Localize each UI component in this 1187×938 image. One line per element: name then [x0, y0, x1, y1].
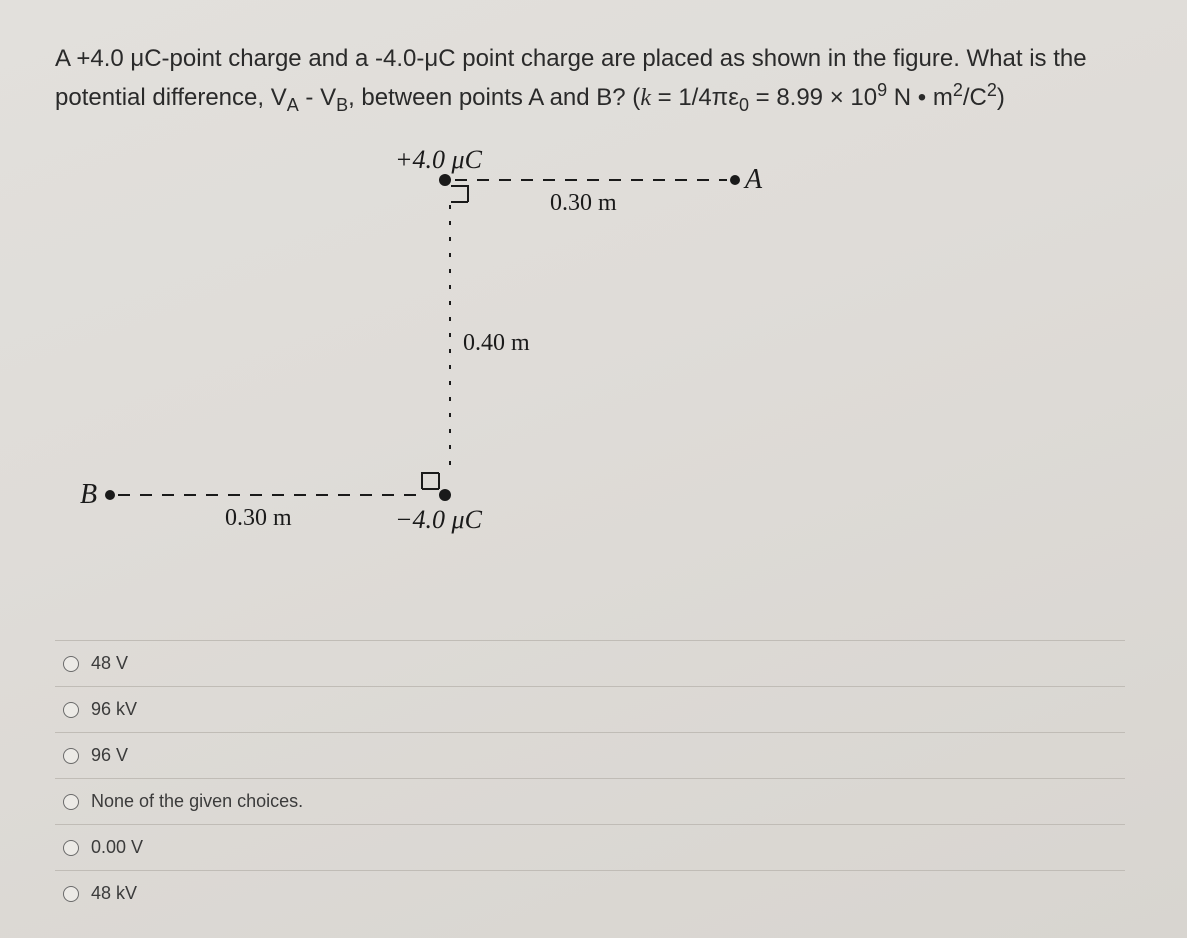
q-sup2a: 2: [953, 80, 963, 100]
point-A-dot: [730, 175, 740, 185]
option-row[interactable]: 0.00 V: [55, 825, 1125, 871]
option-label: 96 kV: [91, 699, 137, 720]
q-post2: N • m: [887, 84, 953, 111]
radio-icon[interactable]: [63, 702, 79, 718]
sub-B: B: [336, 95, 348, 115]
diagram-svg: +4.0 μC −4.0 μC A B 0.30 m 0.40 m 0.30 m: [55, 150, 855, 570]
radio-icon[interactable]: [63, 840, 79, 856]
q-eq: = 1/4πε: [651, 84, 739, 111]
option-label: 96 V: [91, 745, 128, 766]
point-B-label: B: [80, 479, 97, 510]
question-line1: A +4.0 μC-point charge and a -4.0-μC poi…: [55, 45, 1087, 72]
question-text: A +4.0 μC-point charge and a -4.0-μC poi…: [55, 40, 1147, 120]
answer-options: 48 V 96 kV 96 V None of the given choice…: [55, 640, 1125, 916]
q-mid: - V: [299, 84, 336, 111]
question-line2-pre: potential difference, V: [55, 84, 287, 111]
bottom-charge-label: −4.0 μC: [395, 505, 483, 534]
option-label: None of the given choices.: [91, 791, 303, 812]
q-sup2b: 2: [987, 80, 997, 100]
q-sub0: 0: [739, 95, 749, 115]
option-row[interactable]: 96 kV: [55, 687, 1125, 733]
option-row[interactable]: 48 kV: [55, 871, 1125, 916]
q-sup9: 9: [877, 80, 887, 100]
top-charge-label: +4.0 μC: [395, 150, 483, 174]
q-post1: , between points A and B? (: [348, 84, 640, 111]
option-label: 48 V: [91, 653, 128, 674]
top-charge-dot: [439, 174, 451, 186]
q-eq2: = 8.99 × 10: [749, 84, 877, 111]
dist-bottom-label: 0.30 m: [225, 505, 292, 531]
dist-top-label: 0.30 m: [550, 190, 617, 216]
option-row[interactable]: 96 V: [55, 733, 1125, 779]
bracket-bottom-left: [422, 473, 439, 489]
option-label: 0.00 V: [91, 837, 143, 858]
dist-mid-label: 0.40 m: [463, 330, 530, 356]
q-k: k: [640, 85, 651, 111]
point-B-dot: [105, 490, 115, 500]
radio-icon[interactable]: [63, 794, 79, 810]
radio-icon[interactable]: [63, 748, 79, 764]
sub-A: A: [287, 95, 299, 115]
physics-figure: +4.0 μC −4.0 μC A B 0.30 m 0.40 m 0.30 m: [55, 150, 1147, 570]
radio-icon[interactable]: [63, 656, 79, 672]
bracket-top-right: [451, 186, 468, 202]
q-close: ): [997, 84, 1005, 111]
radio-icon[interactable]: [63, 886, 79, 902]
option-label: 48 kV: [91, 883, 137, 904]
point-A-label: A: [743, 164, 763, 195]
q-slash: /C: [963, 84, 987, 111]
bottom-charge-dot: [439, 489, 451, 501]
option-row[interactable]: None of the given choices.: [55, 779, 1125, 825]
option-row[interactable]: 48 V: [55, 640, 1125, 687]
